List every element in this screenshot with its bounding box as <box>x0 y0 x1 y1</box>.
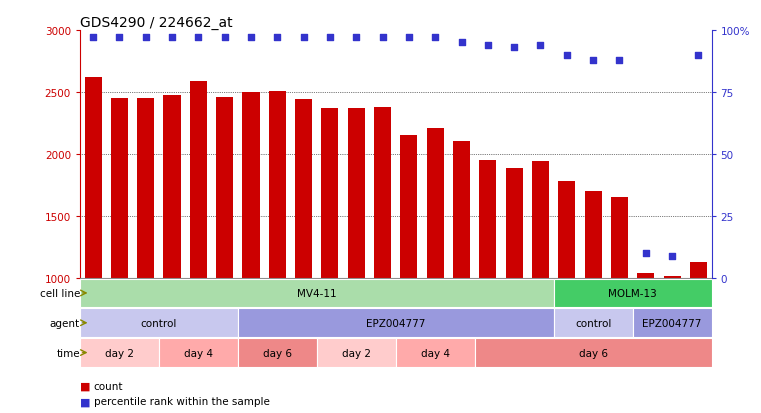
Bar <box>475 338 712 367</box>
Bar <box>237 309 554 337</box>
Bar <box>80 338 159 367</box>
Text: time: time <box>56 348 80 358</box>
Point <box>561 52 573 59</box>
Bar <box>84 78 102 278</box>
Text: control: control <box>141 318 177 328</box>
Bar <box>164 95 180 278</box>
Bar <box>137 99 154 278</box>
Text: control: control <box>575 318 611 328</box>
Bar <box>80 279 554 308</box>
Point <box>193 35 205 42</box>
Bar <box>189 82 207 278</box>
Point <box>429 35 441 42</box>
Bar <box>554 309 632 337</box>
Bar <box>689 262 707 278</box>
Text: day 2: day 2 <box>105 348 134 358</box>
Text: day 4: day 4 <box>184 348 213 358</box>
Point <box>271 35 283 42</box>
Text: day 2: day 2 <box>342 348 371 358</box>
Text: count: count <box>94 381 123 391</box>
Bar <box>584 192 602 278</box>
Bar <box>317 338 396 367</box>
Bar <box>159 338 237 367</box>
Bar <box>374 108 391 278</box>
Point <box>218 35 231 42</box>
Bar <box>237 338 317 367</box>
Text: MV4-11: MV4-11 <box>297 288 336 298</box>
Bar <box>111 99 128 278</box>
Bar <box>505 168 523 278</box>
Text: day 6: day 6 <box>263 348 291 358</box>
Bar <box>559 182 575 278</box>
Text: EPZ004777: EPZ004777 <box>642 318 702 328</box>
Text: ■: ■ <box>80 381 91 391</box>
Point <box>87 35 99 42</box>
Point <box>508 45 521 52</box>
Point <box>166 35 178 42</box>
Bar <box>269 92 286 278</box>
Text: percentile rank within the sample: percentile rank within the sample <box>94 396 269 406</box>
Bar <box>295 100 312 278</box>
Text: EPZ004777: EPZ004777 <box>366 318 425 328</box>
Bar <box>427 129 444 278</box>
Text: GDS4290 / 224662_at: GDS4290 / 224662_at <box>80 16 233 30</box>
Text: day 4: day 4 <box>421 348 450 358</box>
Point <box>324 35 336 42</box>
Point <box>377 35 389 42</box>
Point <box>482 43 494 49</box>
Point <box>350 35 362 42</box>
Bar <box>348 109 365 278</box>
Bar <box>637 273 654 278</box>
Point <box>640 250 652 257</box>
Point <box>298 35 310 42</box>
Bar <box>453 142 470 278</box>
Point <box>693 52 705 59</box>
Text: cell line: cell line <box>40 288 80 298</box>
Point <box>113 35 126 42</box>
Point <box>403 35 415 42</box>
Point <box>587 57 599 64</box>
Point <box>139 35 151 42</box>
Bar <box>321 109 339 278</box>
Point <box>455 40 467 47</box>
Bar <box>664 276 680 278</box>
Text: MOLM-13: MOLM-13 <box>608 288 657 298</box>
Bar <box>243 93 260 278</box>
Bar <box>216 98 233 278</box>
Bar <box>400 135 418 278</box>
Text: ■: ■ <box>80 396 91 406</box>
Point <box>534 43 546 49</box>
Bar <box>632 309 712 337</box>
Text: day 6: day 6 <box>578 348 607 358</box>
Bar <box>479 161 496 278</box>
Point <box>245 35 257 42</box>
Point <box>613 57 626 64</box>
Bar <box>532 162 549 278</box>
Bar <box>554 279 712 308</box>
Bar <box>80 309 238 337</box>
Bar <box>611 198 628 278</box>
Text: agent: agent <box>49 318 80 328</box>
Point <box>666 253 678 259</box>
Bar <box>396 338 475 367</box>
